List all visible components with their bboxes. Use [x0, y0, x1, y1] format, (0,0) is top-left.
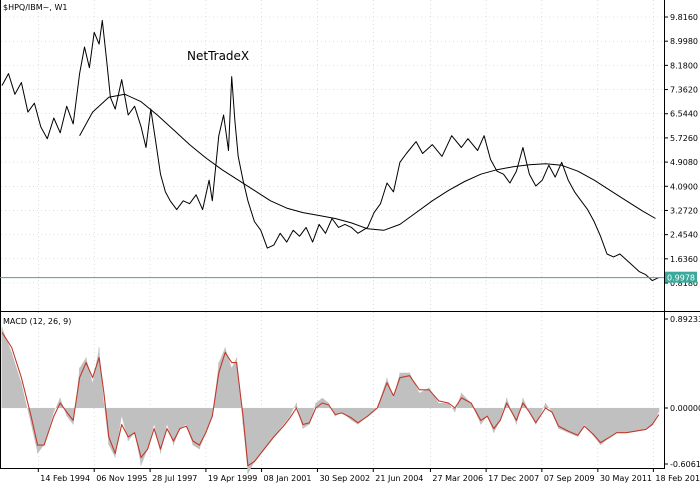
watermark: NetTradeX: [187, 49, 249, 63]
price-series: [1, 19, 660, 282]
price-line: [1, 19, 660, 282]
time-tick-label: 30 Sep 2002: [319, 474, 370, 483]
time-tick-label: 30 May 2011: [600, 474, 652, 483]
time-tick-label: 27 Mar 2006: [432, 474, 483, 483]
time-tick-label: 17 Dec 2007: [488, 474, 539, 483]
symbol-label: $HPQ/IBM~, W1: [3, 3, 67, 12]
signal-line: [1, 332, 660, 467]
price-tick-label: 0.8180: [670, 279, 698, 288]
time-tick-label: 28 Jul 1997: [152, 474, 197, 483]
current-price-marker: 0.9978: [0, 271, 697, 283]
macd-panel[interactable]: 0.89233 0.00000 -0.60615 MACD (12, 26, 9): [0, 312, 700, 474]
price-tick-label: 1.6360: [670, 255, 698, 264]
price-tick-label: 4.0900: [670, 182, 698, 191]
price-tick-label: 5.7260: [670, 134, 698, 143]
price-panel[interactable]: 9.8160 8.9980 8.1800 7.3620 6.5440 5.7260 4.90…: [0, 0, 700, 312]
macd-tick-label: 0.89233: [670, 315, 700, 324]
indicator-label: MACD (12, 26, 9): [3, 317, 71, 326]
macd-axis-ticks: 0.89233 0.00000 -0.60615: [664, 315, 700, 469]
price-tick-label: 8.1800: [670, 61, 698, 70]
time-tick-label: 08 Jan 2001: [264, 474, 312, 483]
current-price-label: 0.9978: [667, 274, 695, 283]
macd-series: [1, 327, 660, 474]
price-grid: [1, 0, 664, 311]
price-tick-label: 6.5440: [670, 110, 698, 119]
time-tick-label: 14 Feb 1994: [40, 474, 90, 483]
time-axis: 14 Feb 1994 06 Nov 1995 28 Jul 1997 19 Apr …: [37, 468, 700, 483]
time-tick-label: 06 Nov 1995: [96, 474, 147, 483]
moving-average-line: [79, 93, 656, 231]
time-tick-label: 07 Sep 2009: [544, 474, 595, 483]
price-tick-label: 7.3620: [670, 86, 698, 95]
price-tick-label: 8.9980: [670, 37, 698, 46]
macd-tick-label: -0.60615: [670, 460, 700, 469]
time-tick-label: 21 Jun 2004: [375, 474, 423, 483]
price-tick-label: 3.2720: [670, 206, 698, 215]
time-tick-label: 19 Apr 1999: [208, 474, 257, 483]
macd-histogram-area: [2, 327, 659, 474]
current-price-badge: [665, 271, 697, 283]
price-tick-label: 4.9080: [670, 158, 698, 167]
time-tick-label: 18 Feb 2013: [655, 474, 700, 483]
price-axis-ticks: 9.8160 8.9980 8.1800 7.3620 6.5440 5.7260 4.90…: [664, 13, 698, 288]
macd-tick-label: 0.00000: [670, 404, 700, 413]
price-tick-label: 9.8160: [670, 13, 698, 22]
price-tick-label: 2.4540: [670, 231, 698, 240]
